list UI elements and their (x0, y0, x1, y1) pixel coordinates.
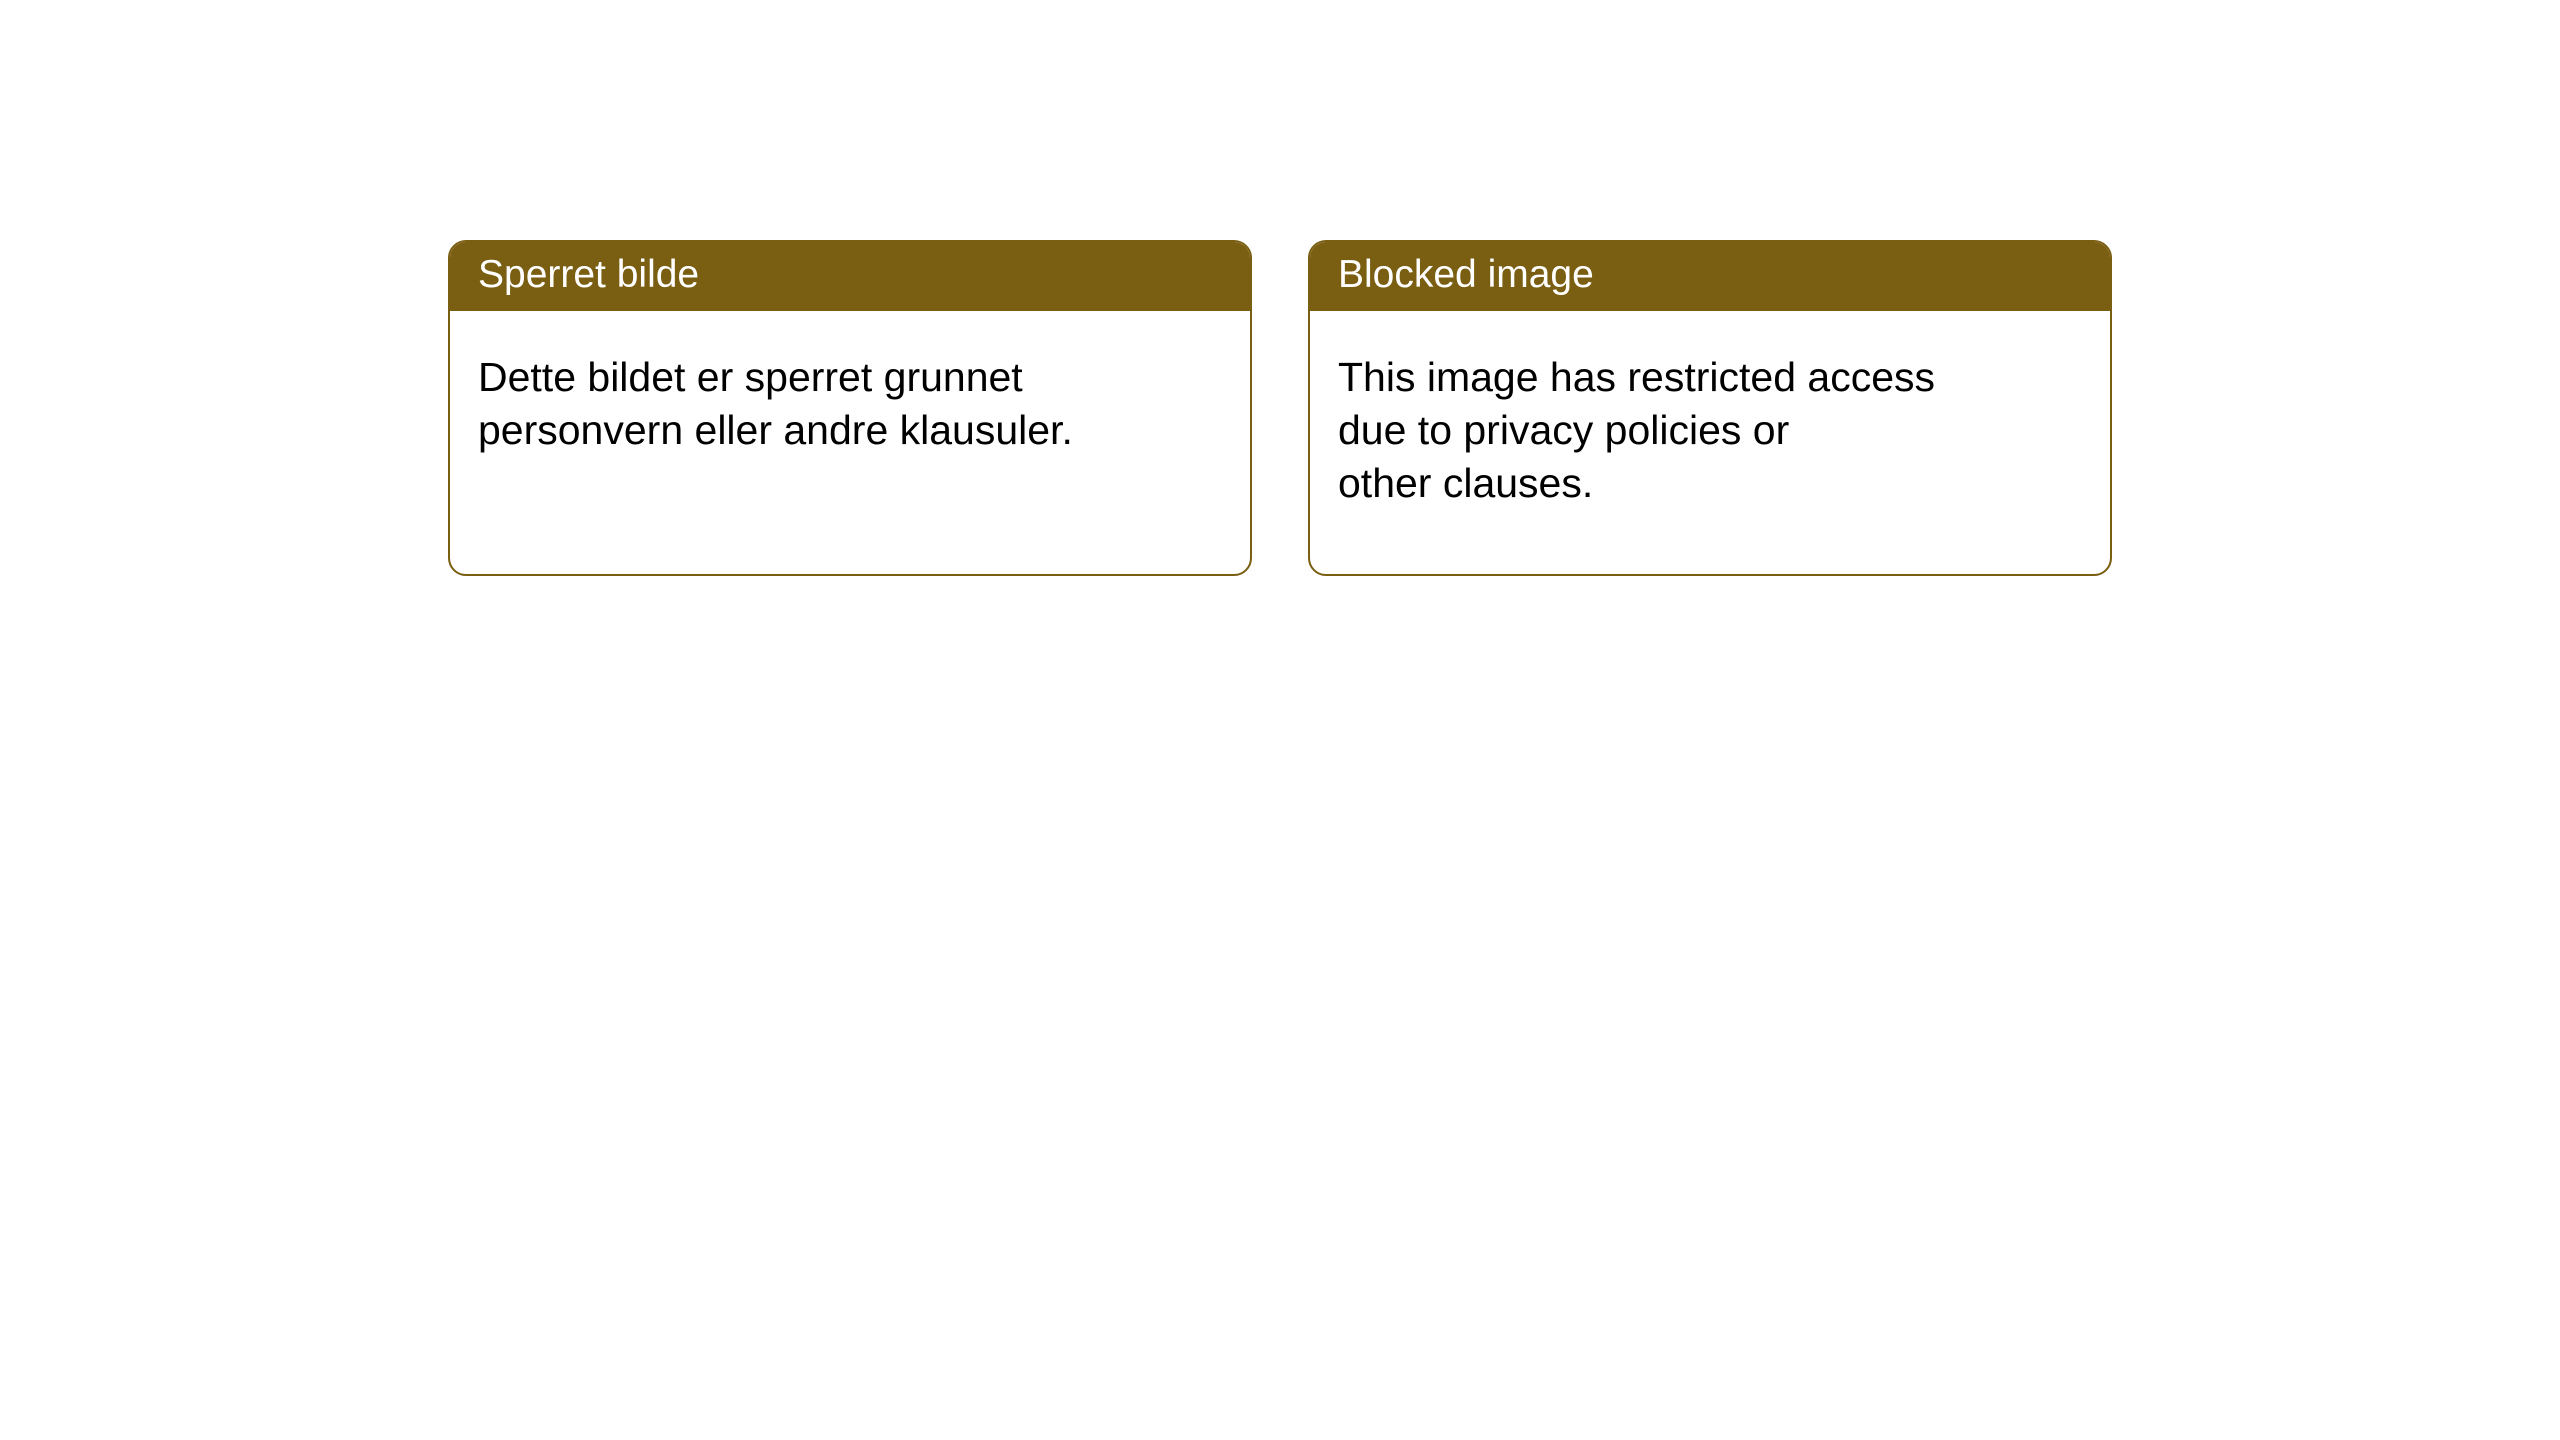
notice-body-norwegian: Dette bildet er sperret grunnet personve… (450, 311, 1250, 486)
notice-title-english: Blocked image (1310, 242, 2110, 311)
notice-card-english: Blocked image This image has restricted … (1308, 240, 2112, 576)
notice-container: Sperret bilde Dette bildet er sperret gr… (0, 0, 2560, 576)
notice-body-english: This image has restricted access due to … (1310, 311, 2110, 539)
notice-title-norwegian: Sperret bilde (450, 242, 1250, 311)
notice-card-norwegian: Sperret bilde Dette bildet er sperret gr… (448, 240, 1252, 576)
